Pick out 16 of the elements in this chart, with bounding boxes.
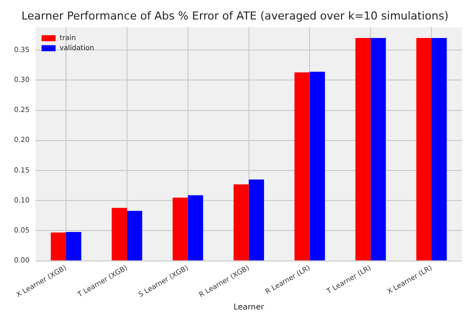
bar <box>50 232 66 260</box>
bar <box>126 210 142 260</box>
bar <box>234 184 249 260</box>
chart-title: Learner Performance of Abs % Error of ATE (averaged over k=10 simulations) <box>21 9 449 22</box>
bar <box>188 195 204 260</box>
bar <box>248 180 264 260</box>
bar <box>432 38 447 260</box>
x-axis-title: Learner <box>234 302 265 312</box>
bar <box>172 198 188 260</box>
bar <box>294 72 310 260</box>
bar <box>416 38 432 260</box>
bar <box>310 72 325 260</box>
bar <box>355 38 371 260</box>
bar <box>370 38 386 260</box>
bar <box>66 232 82 260</box>
bar <box>112 208 127 260</box>
